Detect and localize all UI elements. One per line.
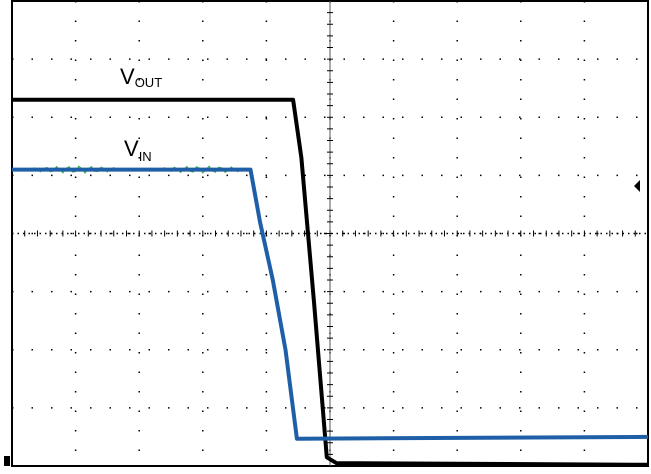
- trigger-marker-icon: [634, 180, 640, 192]
- grid: [12, 1, 648, 466]
- ground-marker-icon: [4, 456, 10, 466]
- vin-label: VIN: [124, 136, 152, 164]
- vout-label: VOUT: [120, 64, 162, 90]
